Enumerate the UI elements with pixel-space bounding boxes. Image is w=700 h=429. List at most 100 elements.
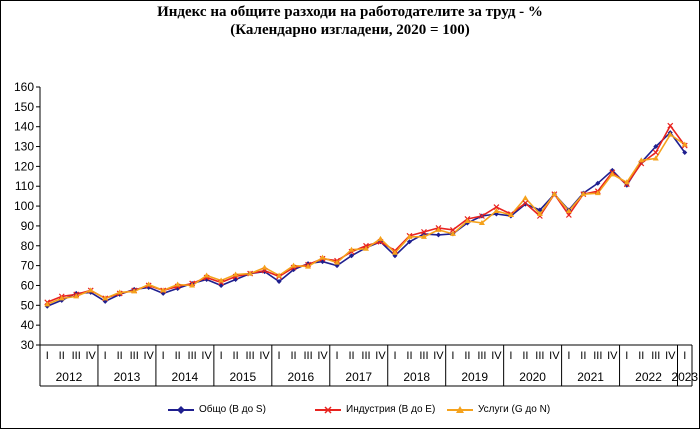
chart-legend: Общо (B до S) Индустрия (B до E) Услуги …	[0, 404, 700, 420]
x-quarter-label: IV	[201, 350, 212, 362]
data-point-2	[290, 262, 297, 268]
data-point-0	[653, 144, 659, 150]
y-tick-label: 50	[21, 298, 35, 312]
data-point-0	[406, 239, 412, 245]
y-tick-label: 130	[14, 140, 34, 154]
x-quarter-label: III	[419, 350, 428, 362]
x-quarter-label: IV	[143, 350, 154, 362]
x-quarter-label: I	[567, 350, 570, 362]
x-quarter-label: II	[580, 350, 586, 362]
x-quarter-label: IV	[607, 350, 618, 362]
data-point-2	[565, 208, 572, 214]
x-quarter-label: I	[509, 350, 512, 362]
data-point-0	[262, 269, 268, 275]
data-point-2	[638, 157, 645, 163]
x-quarter-label: I	[104, 350, 107, 362]
y-tick-label: 120	[14, 159, 34, 173]
x-quarter-label: I	[393, 350, 396, 362]
legend-label-total: Общо (B до S)	[199, 404, 266, 415]
data-point-2	[652, 155, 659, 161]
data-point-2	[247, 270, 254, 276]
x-quarter-label: I	[278, 350, 281, 362]
chart-subtitle: (Календарно изгладени, 2020 = 100)	[230, 22, 470, 38]
data-point-2	[203, 272, 210, 278]
x-quarter-label: III	[535, 350, 544, 362]
x-year-label: 2019	[461, 370, 488, 384]
y-tick-label: 30	[21, 338, 35, 352]
data-point-2	[377, 235, 384, 241]
data-point-2	[305, 263, 312, 269]
x-quarter-label: I	[46, 350, 49, 362]
data-point-1	[421, 228, 427, 235]
data-point-1	[667, 122, 674, 129]
x-year-label: 2018	[403, 370, 430, 384]
y-tick-label: 80	[21, 239, 35, 253]
data-point-2	[594, 190, 601, 196]
x-year-label: 2013	[114, 370, 141, 384]
x-quarter-label: I	[162, 350, 165, 362]
y-tick-label: 70	[21, 259, 35, 273]
legend-swatch-total	[168, 405, 194, 415]
data-point-2	[449, 230, 456, 236]
x-quarter-label: II	[522, 350, 528, 362]
data-point-2	[391, 249, 398, 255]
x-quarter-label: II	[233, 350, 239, 362]
data-point-2	[609, 171, 616, 177]
data-point-1	[522, 200, 529, 207]
x-quarter-label: IV	[317, 350, 328, 362]
data-point-2	[493, 208, 500, 214]
x-quarter-label: III	[303, 350, 312, 362]
data-point-2	[232, 271, 239, 277]
x-quarter-label: III	[188, 350, 197, 362]
data-point-2	[435, 226, 442, 232]
x-quarter-label: IV	[375, 350, 386, 362]
x-quarter-label: I	[220, 350, 223, 362]
data-point-2	[145, 281, 152, 287]
data-point-2	[116, 289, 123, 295]
legend-swatch-services	[447, 405, 473, 415]
x-quarter-label: III	[361, 350, 370, 362]
data-point-0	[537, 207, 543, 213]
data-point-2	[536, 211, 543, 217]
data-point-1	[450, 226, 456, 233]
data-point-2	[261, 264, 268, 270]
data-point-2	[348, 246, 355, 252]
chart-title: Индекс на общите разходи на работодатели…	[157, 4, 543, 20]
y-tick-label: 160	[14, 80, 34, 94]
legend-swatch-industry	[315, 405, 341, 415]
data-point-2	[623, 179, 630, 185]
x-quarter-label: II	[348, 350, 354, 362]
data-point-0	[682, 149, 688, 155]
legend-item-industry: Индустрия (B до E)	[315, 404, 435, 415]
data-point-2	[464, 217, 471, 223]
data-point-2	[58, 295, 65, 301]
data-point-2	[44, 301, 51, 307]
data-point-2	[478, 219, 485, 225]
y-tick-label: 110	[15, 179, 34, 193]
data-point-0	[522, 201, 528, 207]
data-point-2	[667, 131, 674, 137]
data-point-2	[319, 254, 326, 260]
data-point-2	[102, 295, 109, 301]
y-tick-label: 140	[14, 120, 34, 134]
x-quarter-label: I	[683, 350, 686, 362]
data-point-2	[73, 293, 80, 299]
data-point-2	[189, 282, 196, 288]
data-point-2	[551, 191, 558, 197]
data-point-2	[522, 195, 529, 201]
y-tick-label: 60	[21, 278, 35, 292]
x-year-label: 2016	[287, 370, 314, 384]
x-quarter-label: III	[72, 350, 81, 362]
x-quarter-label: III	[477, 350, 486, 362]
y-tick-label: 90	[21, 219, 35, 233]
data-point-2	[276, 272, 283, 278]
series-line-2	[46, 133, 686, 306]
x-quarter-label: I	[451, 350, 454, 362]
x-year-label: 2012	[56, 370, 83, 384]
data-point-1	[565, 212, 572, 218]
data-point-2	[507, 212, 514, 218]
data-point-2	[363, 245, 369, 251]
x-quarter-label: II	[406, 350, 412, 362]
data-point-2	[131, 288, 138, 294]
